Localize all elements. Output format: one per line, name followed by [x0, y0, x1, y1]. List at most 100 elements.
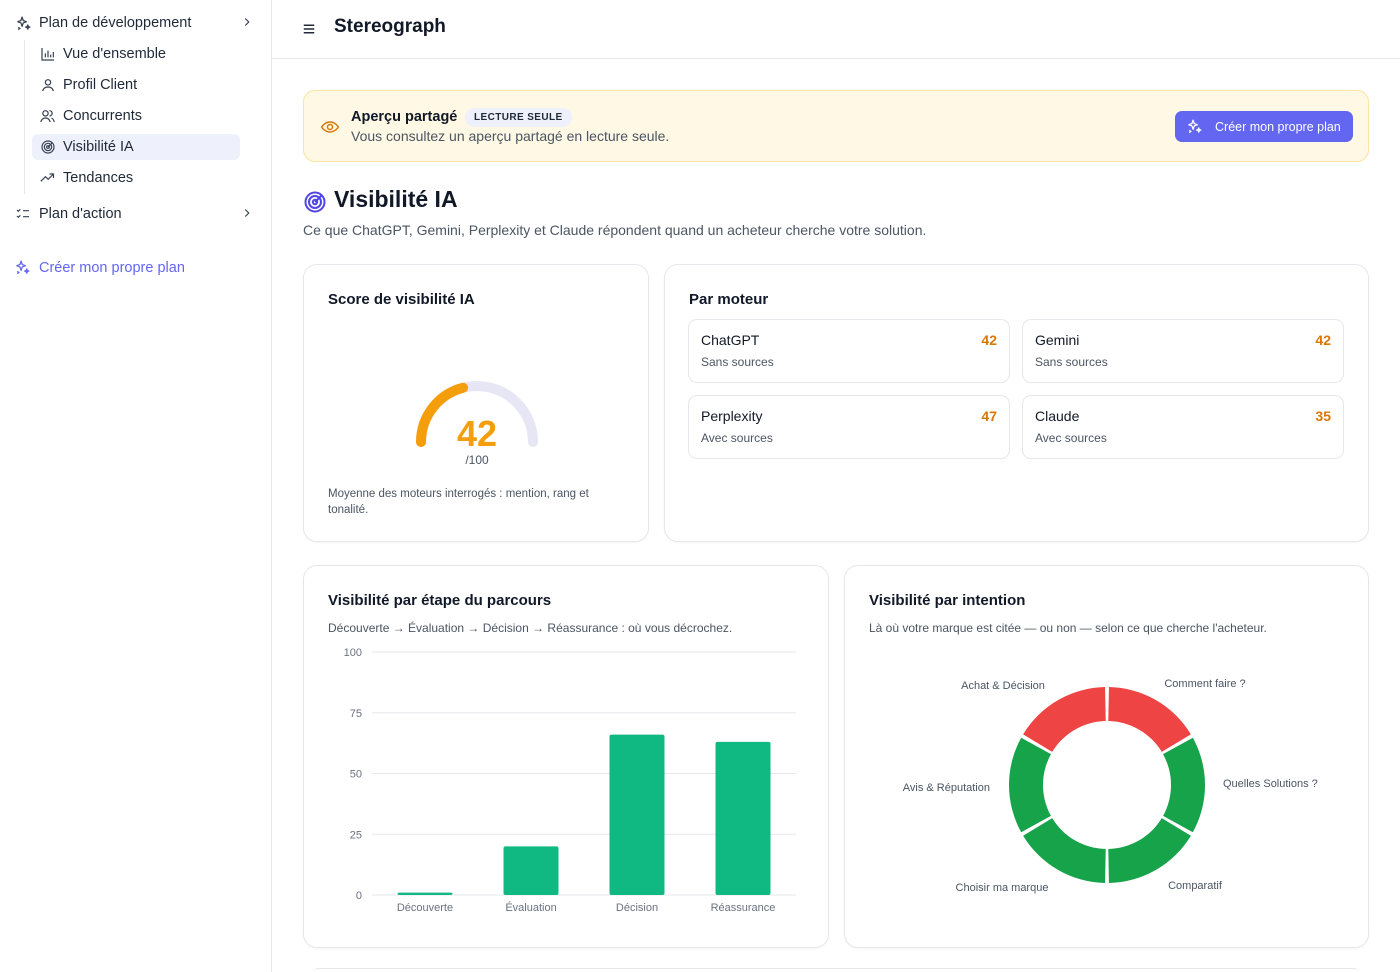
sparkles-icon [14, 14, 32, 32]
y-tick-label: 75 [350, 708, 362, 720]
sidebar-item-concurrents[interactable]: Concurrents [32, 103, 240, 129]
users-icon [39, 108, 56, 125]
nav-plan-developpement-label: Plan de développement [39, 15, 192, 31]
sidebar-item-label: Vue d'ensemble [63, 46, 166, 62]
list-checks-icon [14, 205, 32, 223]
sidebar-item-tendances[interactable]: Tendances [32, 165, 240, 191]
engine-name: Perplexity [701, 408, 763, 424]
donut-slice[interactable] [1163, 737, 1205, 833]
donut-slice[interactable] [1023, 818, 1106, 883]
donut-slice[interactable] [1108, 687, 1191, 752]
x-tick-label: Décision [616, 902, 658, 914]
bar[interactable] [609, 734, 665, 895]
submenu-divider [24, 40, 25, 194]
intent-card-title: Visibilité par intention [869, 592, 1026, 609]
bar[interactable] [503, 846, 559, 895]
donut-slice[interactable] [1108, 818, 1191, 883]
engines-card-title: Par moteur [689, 291, 769, 308]
engines-card: Par moteur ChatGPT Sans sources 42 Gemin… [664, 264, 1369, 542]
score-card-title: Score de visibilité IA [328, 291, 475, 308]
engine-score: 47 [981, 408, 997, 424]
eye-icon [320, 121, 340, 133]
engine-source-type: Avec sources [701, 431, 773, 445]
journey-card-subtitle: Découverte → Évaluation → Décision → Réa… [328, 621, 733, 635]
engine-source-type: Sans sources [1035, 355, 1108, 369]
gauge-score: 42 [457, 413, 497, 454]
x-tick-label: Évaluation [505, 901, 556, 914]
score-card: Score de visibilité IA 42 /100 Moyenne d… [303, 264, 649, 542]
gauge-fill [416, 382, 469, 447]
donut-slice[interactable] [1023, 687, 1106, 752]
engine-score: 42 [1315, 332, 1331, 348]
radar-icon [304, 191, 326, 213]
engine-source-type: Avec sources [1035, 431, 1107, 445]
page-title: Visibilité IA [334, 186, 458, 212]
engine-score: 35 [1315, 408, 1331, 424]
create-plan-link[interactable]: Créer mon propre plan [14, 256, 185, 280]
engine-source-type: Sans sources [701, 355, 774, 369]
nav-plan-developpement[interactable]: Plan de développement [14, 10, 260, 36]
engine-card-chatgpt[interactable]: ChatGPT Sans sources 42 [688, 319, 1010, 383]
nav-plan-action-label: Plan d'action [39, 206, 122, 222]
engine-score: 42 [981, 332, 997, 348]
x-tick-label: Réassurance [711, 902, 776, 914]
create-plan-button[interactable]: Créer mon propre plan [1175, 111, 1353, 142]
page-subtitle: Ce que ChatGPT, Gemini, Perplexity et Cl… [303, 222, 927, 238]
create-plan-button-label: Créer mon propre plan [1215, 119, 1341, 134]
sidebar-item-vue-ensemble[interactable]: Vue d'ensemble [32, 41, 240, 67]
intent-donut-chart: Comment faire ? Quelles Solutions ? Compar… [903, 678, 1318, 894]
app-title: Stereograph [334, 16, 446, 37]
create-plan-link-label: Créer mon propre plan [39, 260, 185, 276]
sparkles-icon [1188, 119, 1202, 134]
gauge-max: /100 [465, 453, 489, 467]
banner-title: Aperçu partagé [351, 109, 458, 125]
chevron-right-icon[interactable] [240, 206, 254, 220]
sparkles-icon [14, 259, 32, 277]
score-note: Moyenne des moteurs interrogés : mention… [328, 488, 589, 516]
y-tick-label: 100 [344, 647, 362, 659]
top-header: Stereograph [272, 0, 1400, 59]
sidebar-item-label: Visibilité IA [63, 139, 134, 155]
y-tick-label: 0 [356, 890, 362, 902]
trending-up-icon [39, 170, 56, 187]
user-icon [39, 77, 56, 94]
next-card-edge [314, 968, 1358, 972]
engine-name: ChatGPT [701, 332, 760, 348]
engine-name: Gemini [1035, 332, 1080, 348]
donut-slice[interactable] [1009, 737, 1051, 833]
engine-card-perplexity[interactable]: Perplexity Avec sources 47 [688, 395, 1010, 459]
sidebar-item-profil-client[interactable]: Profil Client [32, 72, 240, 98]
donut-label: Comparatif [1168, 880, 1223, 892]
journey-card: Visibilité par étape du parcours Découve… [303, 565, 829, 948]
donut-label: Achat & Décision [961, 680, 1045, 692]
read-only-badge: LECTURE SEULE [465, 108, 572, 127]
donut-label: Avis & Réputation [903, 782, 990, 794]
chevron-right-icon[interactable] [240, 15, 254, 29]
sidebar: Plan de développement Vue d'ensemble Pro… [0, 0, 272, 972]
journey-bar-chart: 0 25 50 75 100 Découverte Évaluation Décision Ré… [344, 647, 796, 914]
sidebar-item-label: Profil Client [63, 77, 138, 93]
engine-card-gemini[interactable]: Gemini Sans sources 42 [1022, 319, 1344, 383]
engine-name: Claude [1035, 408, 1080, 424]
y-tick-label: 25 [350, 829, 362, 841]
nav-plan-action[interactable]: Plan d'action [14, 201, 260, 227]
intent-card-subtitle: Là où votre marque est citée — ou non — … [869, 621, 1267, 635]
menu-icon[interactable] [300, 20, 318, 38]
y-tick-label: 50 [350, 769, 362, 781]
bar-chart-icon [39, 46, 56, 63]
banner-text: Vous consultez un aperçu partagé en lect… [351, 128, 670, 144]
bar[interactable] [397, 892, 453, 895]
x-tick-label: Découverte [397, 902, 453, 914]
donut-label: Comment faire ? [1164, 678, 1245, 690]
shared-preview-banner: Aperçu partagé LECTURE SEULE Vous consul… [303, 90, 1369, 162]
radar-icon [39, 139, 56, 156]
journey-card-title: Visibilité par étape du parcours [328, 592, 552, 609]
score-gauge: 42 /100 [416, 381, 538, 467]
sidebar-item-label: Tendances [63, 170, 134, 186]
sidebar-item-visibilite-ia[interactable]: Visibilité IA [32, 134, 240, 160]
donut-label: Quelles Solutions ? [1223, 778, 1318, 790]
intent-card: Visibilité par intention Là où votre mar… [844, 565, 1369, 948]
bar[interactable] [715, 741, 771, 895]
engine-card-claude[interactable]: Claude Avec sources 35 [1022, 395, 1344, 459]
donut-label: Choisir ma marque [956, 882, 1049, 894]
